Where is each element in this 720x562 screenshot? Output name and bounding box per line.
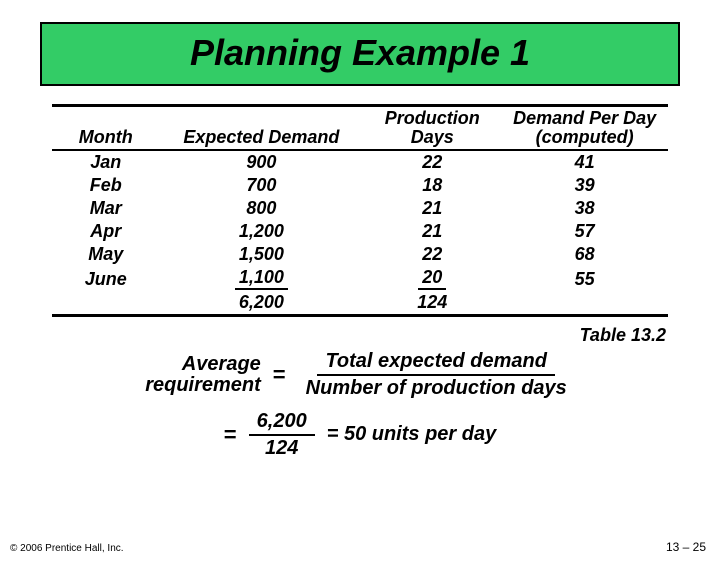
- cell-days: 18: [363, 174, 501, 197]
- formula-lhs-line2: requirement: [145, 375, 261, 396]
- data-table: Month Expected Demand Production Days De…: [52, 104, 668, 317]
- cell-month: Apr: [52, 220, 160, 243]
- formula-numerator-2: 6,200: [249, 410, 315, 436]
- table-header-row: Month Expected Demand Production Days De…: [52, 106, 668, 150]
- formula-row-2: = 6,200 124 = 50 units per day: [0, 410, 720, 460]
- cell-month: June: [52, 266, 160, 291]
- cell-perday: 68: [501, 243, 668, 266]
- table-row: June 1,100 20 55: [52, 266, 668, 291]
- equals-sign: =: [224, 422, 237, 448]
- slide-title: Planning Example 1: [42, 32, 678, 74]
- formula-lhs: Average requirement: [145, 354, 261, 396]
- page-number: 13 – 25: [666, 540, 706, 554]
- cell-days: 21: [363, 220, 501, 243]
- cell-perday: 55: [501, 266, 668, 291]
- cell-month: Feb: [52, 174, 160, 197]
- cell-total-demand: 6,200: [160, 291, 364, 316]
- cell-demand: 800: [160, 197, 364, 220]
- table-row: May 1,500 22 68: [52, 243, 668, 266]
- formula-numerator-1: Total expected demand: [317, 350, 555, 376]
- table-row: Feb 700 18 39: [52, 174, 668, 197]
- slide-title-box: Planning Example 1: [40, 22, 680, 86]
- cell-days: 20: [363, 266, 501, 291]
- col-header-days-line2: Days: [411, 127, 454, 147]
- formula-block: Average requirement = Total expected dem…: [0, 350, 720, 460]
- table-row: Jan 900 22 41: [52, 150, 668, 174]
- col-header-perday-line1: Demand Per Day: [513, 108, 656, 128]
- formula-row-1: Average requirement = Total expected dem…: [0, 350, 720, 400]
- cell-perday: 38: [501, 197, 668, 220]
- cell-month: May: [52, 243, 160, 266]
- col-header-expected-demand: Expected Demand: [160, 106, 364, 150]
- copyright-text: © 2006 Prentice Hall, Inc.: [10, 543, 124, 554]
- formula-lhs-line1: Average: [182, 354, 261, 375]
- cell-empty: [501, 291, 668, 316]
- formula-fraction-2: 6,200 124: [249, 410, 315, 460]
- cell-month: Jan: [52, 150, 160, 174]
- col-header-perday-line2: (computed): [536, 127, 634, 147]
- table-row: Apr 1,200 21 57: [52, 220, 668, 243]
- cell-empty: [52, 291, 160, 316]
- cell-perday: 57: [501, 220, 668, 243]
- cell-days: 21: [363, 197, 501, 220]
- cell-demand: 700: [160, 174, 364, 197]
- formula-denominator-1: Number of production days: [298, 376, 575, 400]
- cell-demand: 1,100: [160, 266, 364, 291]
- col-header-month: Month: [52, 106, 160, 150]
- formula-fraction-1: Total expected demand Number of producti…: [298, 350, 575, 400]
- cell-days-underlined: 20: [418, 267, 446, 290]
- cell-perday: 41: [501, 150, 668, 174]
- cell-days: 22: [363, 243, 501, 266]
- formula-denominator-2: 124: [257, 436, 306, 460]
- col-header-days-line1: Production: [385, 108, 480, 128]
- cell-demand: 1,200: [160, 220, 364, 243]
- table-row: Mar 800 21 38: [52, 197, 668, 220]
- formula-result: = 50 units per day: [327, 423, 497, 446]
- cell-demand-underlined: 1,100: [235, 267, 288, 290]
- cell-total-days: 124: [363, 291, 501, 316]
- table-total-row: 6,200 124: [52, 291, 668, 316]
- table-label: Table 13.2: [0, 325, 666, 346]
- cell-demand: 1,500: [160, 243, 364, 266]
- cell-month: Mar: [52, 197, 160, 220]
- col-header-production-days: Production Days: [363, 106, 501, 150]
- cell-days: 22: [363, 150, 501, 174]
- col-header-demand-per-day: Demand Per Day (computed): [501, 106, 668, 150]
- equals-sign: =: [273, 362, 286, 388]
- cell-demand: 900: [160, 150, 364, 174]
- cell-perday: 39: [501, 174, 668, 197]
